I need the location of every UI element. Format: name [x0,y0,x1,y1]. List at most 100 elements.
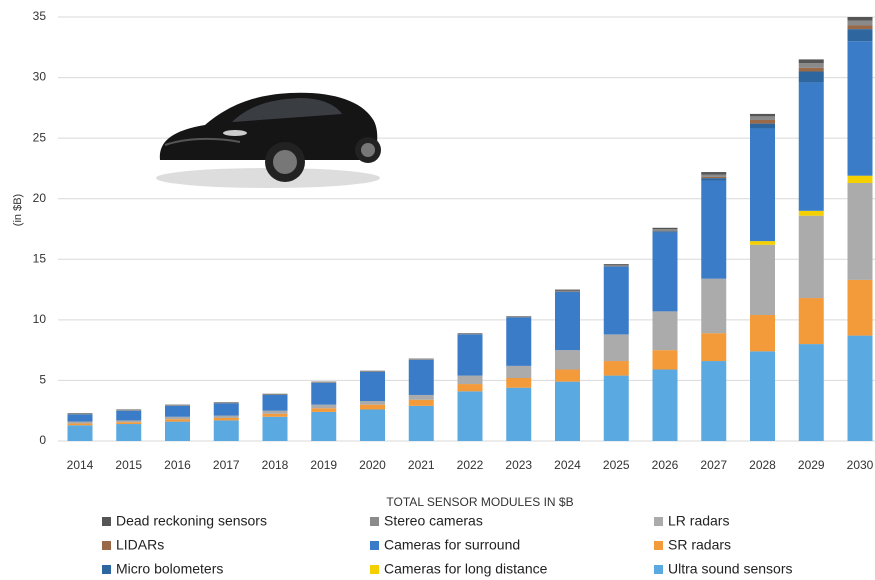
bar-segment [311,411,337,441]
y-tick-label: 35 [33,9,47,23]
bar-segment [555,291,580,351]
bar-segment [750,351,775,441]
x-tick-label: 2020 [359,458,386,472]
bar-segment [457,333,483,335]
x-tick-label: 2028 [749,458,776,472]
legend-swatch [370,517,379,526]
bar-segment [311,404,337,409]
bar-segment [847,335,873,441]
bar-segment [506,316,532,318]
bar-segment [750,113,775,117]
bar-segment [603,375,629,441]
bar-segment [116,422,142,425]
legend-label: LR radars [668,513,729,529]
bar-segment [311,408,337,412]
bar-segment [360,409,385,441]
bar-segment [360,404,385,410]
bar-segment [408,359,434,395]
bar-segment [165,405,190,417]
legend-swatch [102,565,111,574]
bar-segment [165,416,190,420]
bar-segment [311,381,337,383]
legend-swatch [370,565,379,574]
legend-swatch [102,517,111,526]
bar-segment [750,244,775,316]
bar-segment [116,410,142,421]
bar-segment [116,420,142,423]
bar-segment [213,402,239,404]
bar-segment [652,231,678,233]
bar-segment [652,350,678,370]
bar-segment [701,174,727,177]
bar-segment [116,410,142,411]
y-tick-label: 15 [33,251,47,265]
bar-segment [750,119,775,124]
bar-segment [262,394,288,395]
bar-segment [798,59,824,64]
bar-segment [847,279,873,336]
bar-segment [750,315,775,352]
y-tick-label: 10 [33,312,47,326]
bar-segment [262,416,288,441]
bar-segment [457,334,483,376]
bar-segment [408,399,434,406]
bar-segment [360,370,385,372]
legend-label: SR radars [668,537,731,553]
legend-swatch [654,541,663,550]
car-image [156,92,381,188]
bar-segment [798,210,824,216]
bar-segment [165,405,190,406]
x-tick-label: 2029 [798,458,825,472]
bar-segment [165,404,190,406]
x-tick-label: 2014 [67,458,94,472]
bar-segment [847,20,873,26]
legend-label: Micro bolometers [116,561,223,577]
x-tick-label: 2030 [847,458,874,472]
bar-segment [457,384,483,392]
bar-segment [213,415,239,418]
bar-segment [750,123,775,129]
bar-segment [213,420,239,441]
bar-segment [67,414,93,422]
bar-segment [213,417,239,421]
bar-segment [798,344,824,441]
y-tick-label: 0 [39,433,46,447]
bar-segment [798,298,824,345]
legend-label: Cameras for surround [384,537,520,553]
bar-segment [213,402,239,403]
bar-segment [555,369,580,382]
y-tick-label: 20 [33,191,47,205]
bar-segment [116,409,142,411]
bar-segment [67,425,93,441]
bar-segment [555,289,580,291]
bar-segment [847,175,873,183]
bar-segment [750,241,775,245]
legend-swatch [102,541,111,550]
x-tick-label: 2022 [457,458,484,472]
bar-segment [506,317,532,366]
bar-segment [506,365,532,379]
bar-segment [311,382,337,405]
bar-segment [847,182,873,280]
bar-segment [701,180,727,279]
y-tick-label: 25 [33,130,47,144]
bar-segment [652,311,678,351]
bar-segment [701,176,727,179]
bar-segment [798,67,824,72]
bar-segment [506,316,532,317]
legend-label: Stereo cameras [384,513,483,529]
bar-segment [555,381,580,441]
bar-segment [360,401,385,405]
bar-segment [67,421,93,424]
bar-segment [165,419,190,422]
bar-segment [408,394,434,400]
x-tick-label: 2017 [213,458,240,472]
bar-segment [701,361,727,441]
bar-segment [798,71,824,83]
bar-segment [750,128,775,242]
bar-segment [701,172,727,175]
bar-segment [603,266,629,335]
bar-segment [116,424,142,441]
y-tick-label: 5 [39,373,46,387]
